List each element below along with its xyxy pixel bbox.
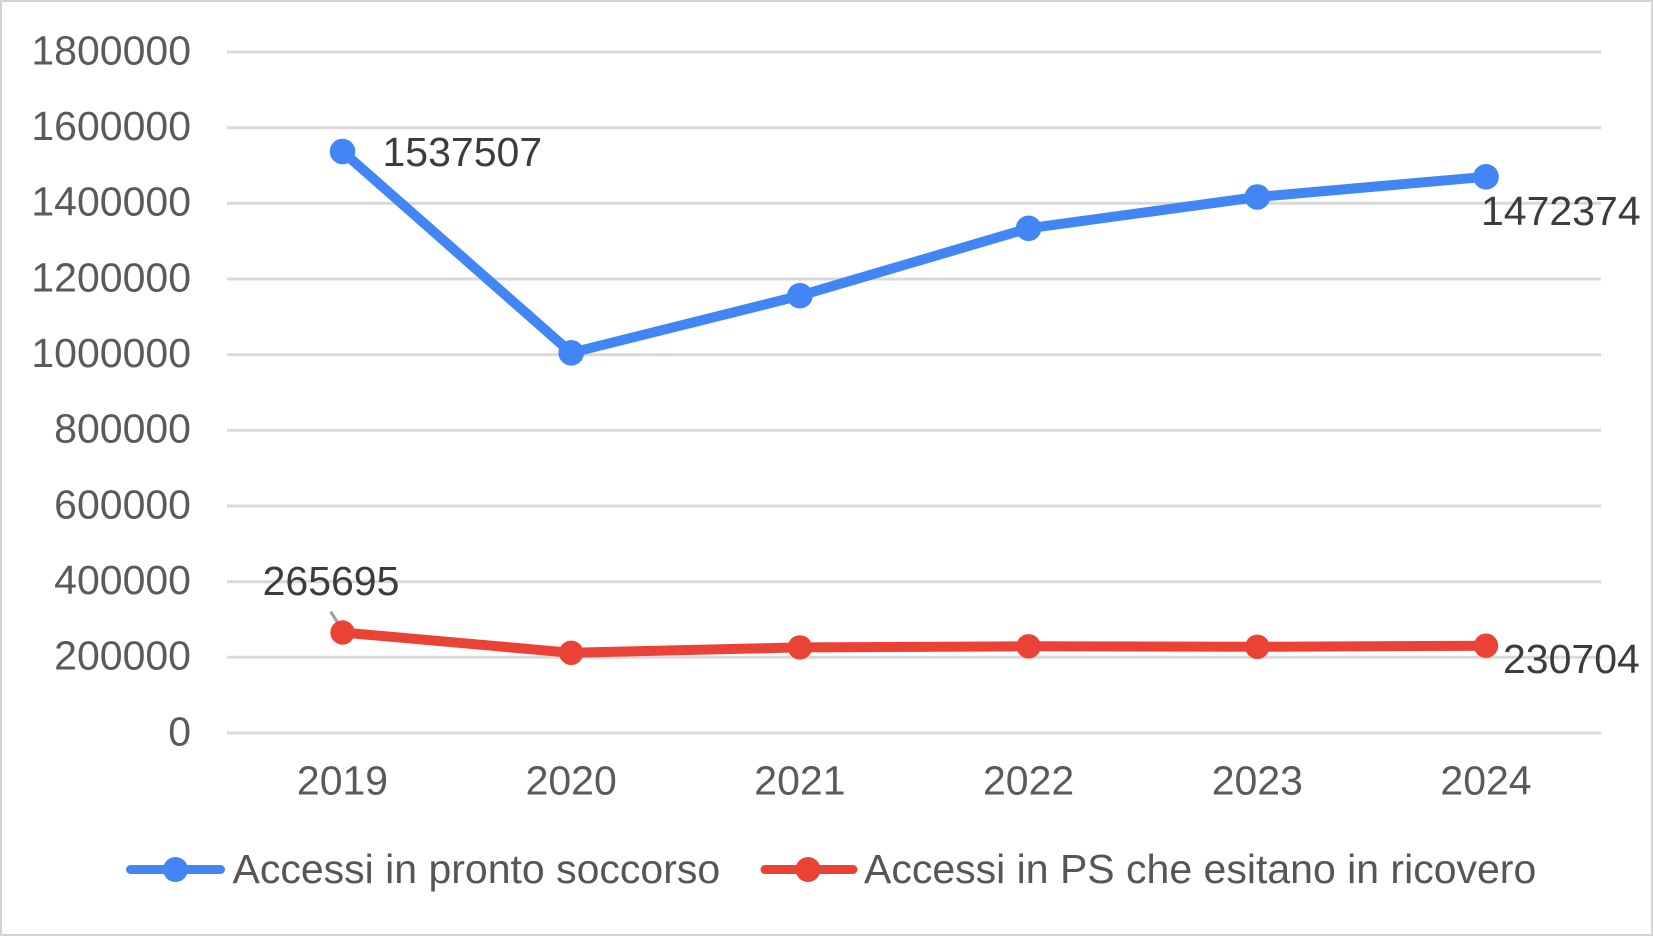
svg-text:2020: 2020 [526,758,617,804]
svg-text:1537507: 1537507 [383,129,543,175]
svg-text:Accessi in pronto soccorso: Accessi in pronto soccorso [233,846,721,892]
svg-text:2022: 2022 [983,758,1074,804]
svg-text:Accessi in PS che esitano in r: Accessi in PS che esitano in ricovero [864,846,1536,892]
svg-text:1800000: 1800000 [31,27,191,73]
svg-text:1000000: 1000000 [31,330,191,376]
svg-text:2024: 2024 [1440,758,1531,804]
svg-text:1600000: 1600000 [31,103,191,149]
svg-text:800000: 800000 [54,406,191,452]
svg-text:1472374: 1472374 [1481,188,1641,234]
svg-text:265695: 265695 [263,558,400,604]
svg-text:2019: 2019 [297,758,388,804]
svg-text:1400000: 1400000 [31,179,191,225]
svg-text:0: 0 [168,708,191,754]
svg-text:400000: 400000 [54,557,191,603]
svg-text:600000: 600000 [54,481,191,527]
svg-text:200000: 200000 [54,633,191,679]
svg-text:1200000: 1200000 [31,254,191,300]
svg-text:2021: 2021 [754,758,845,804]
svg-text:2023: 2023 [1212,758,1303,804]
svg-text:230704: 230704 [1503,636,1640,682]
